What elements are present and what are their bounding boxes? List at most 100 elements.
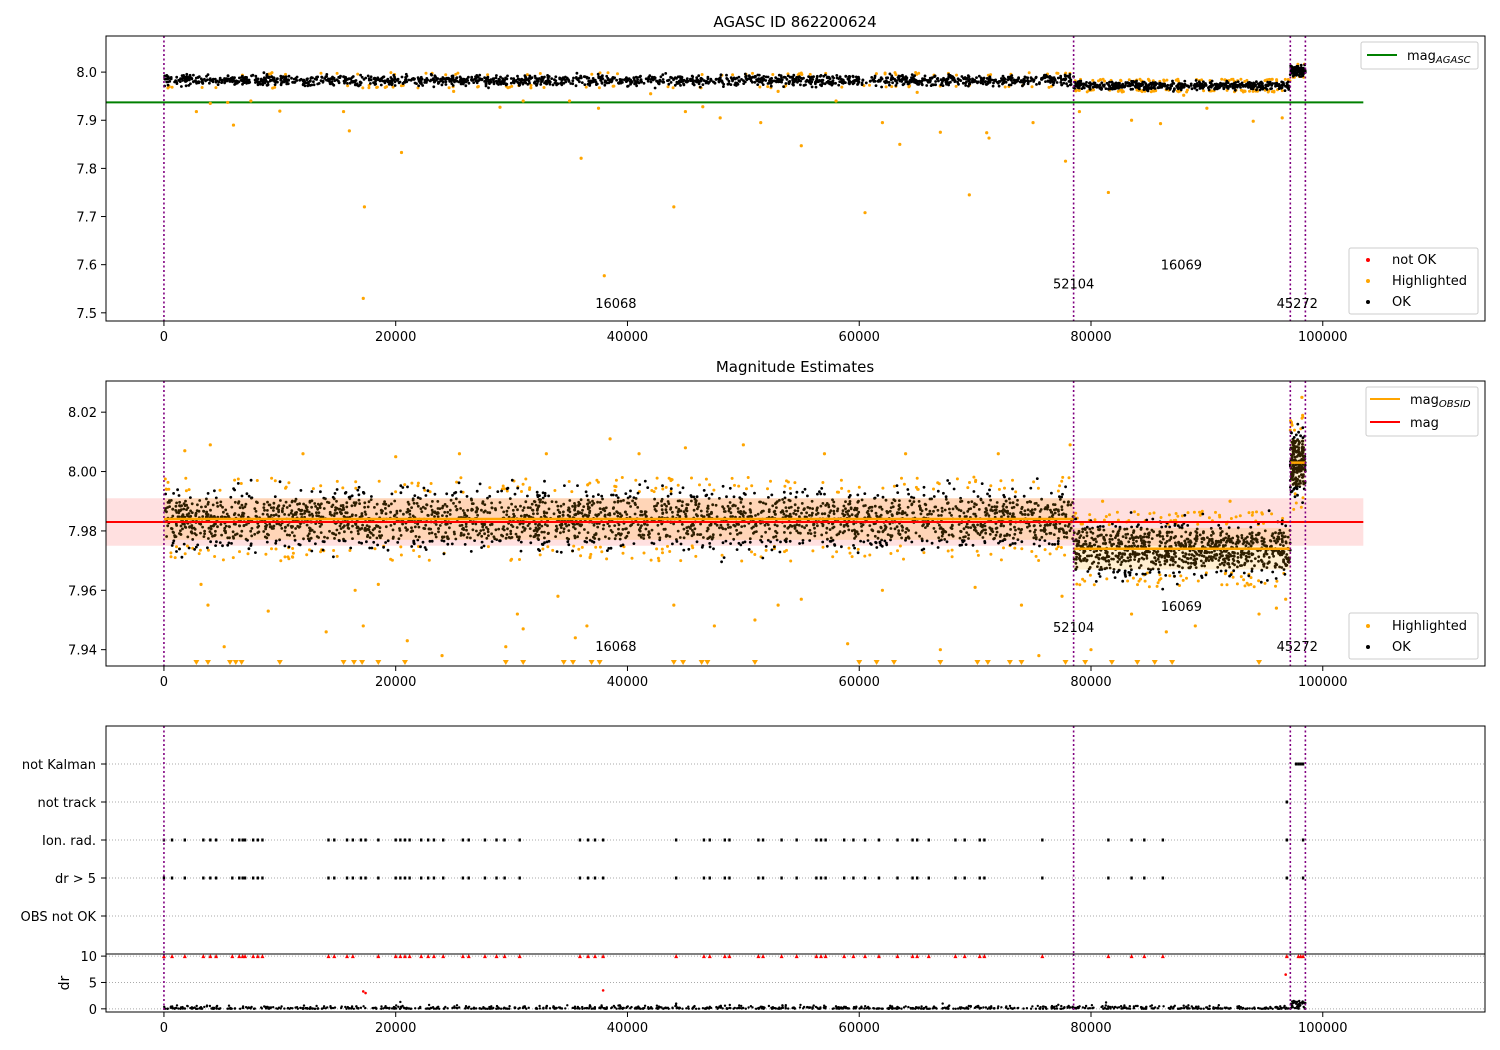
- ok-point: [583, 83, 587, 86]
- highlighted-point: [1299, 505, 1303, 509]
- ok-point: [706, 75, 710, 79]
- ok-point: [440, 83, 444, 87]
- ok-point: [848, 494, 852, 497]
- ok-point: [697, 82, 701, 86]
- ok-point: [748, 540, 752, 544]
- ok-point: [1076, 80, 1080, 84]
- highlighted-point: [889, 552, 893, 555]
- ok-point: [722, 82, 726, 86]
- ok-point: [774, 76, 778, 79]
- highlighted-point: [1174, 512, 1178, 515]
- highlighted-point: [361, 296, 365, 300]
- highlighted-point: [892, 484, 896, 488]
- highlighted-point: [613, 484, 617, 488]
- ok-point: [401, 486, 405, 489]
- highlighted-point: [612, 84, 616, 88]
- ok-point: [188, 78, 191, 82]
- ok-point: [596, 72, 600, 76]
- ok-point: [452, 78, 455, 82]
- highlighted-point: [1116, 518, 1120, 522]
- ok-point: [273, 83, 277, 86]
- highlighted-point: [529, 86, 533, 90]
- ok-point: [1264, 84, 1267, 87]
- ok-point: [809, 532, 813, 535]
- ok-point: [1204, 83, 1208, 87]
- ok-point: [412, 77, 415, 80]
- ok-point: [844, 75, 848, 78]
- ok-point: [977, 80, 980, 84]
- highlighted-point: [367, 86, 371, 90]
- ok-point: [1010, 76, 1014, 80]
- ok-point: [1123, 85, 1127, 89]
- ok-point: [1147, 87, 1151, 90]
- ok-point: [218, 541, 222, 544]
- ok-point: [811, 78, 815, 81]
- highlighted-point: [236, 477, 240, 481]
- ok-point: [404, 76, 407, 79]
- ok-point: [209, 508, 212, 512]
- ok-point: [904, 75, 908, 78]
- highlighted-point: [1257, 579, 1261, 583]
- panel1-title: AGASC ID 862200624: [713, 13, 876, 31]
- highlighted-point: [1115, 510, 1119, 514]
- ok-point: [1297, 70, 1301, 73]
- ok-point: [1135, 79, 1138, 83]
- ok-point: [829, 80, 832, 84]
- ok-point: [769, 540, 772, 544]
- ok-point: [470, 75, 474, 79]
- ok-point: [1136, 85, 1139, 89]
- ok-point: [604, 506, 608, 510]
- ok-point: [346, 82, 349, 85]
- ok-point: [433, 74, 437, 78]
- highlighted-point: [596, 480, 600, 484]
- highlighted-point: [831, 555, 835, 559]
- ok-point: [478, 73, 482, 77]
- ok-point: [743, 540, 747, 544]
- ok-point: [1279, 86, 1283, 90]
- ok-point: [1098, 83, 1102, 87]
- ok-point: [761, 79, 765, 82]
- ok-point: [975, 76, 978, 79]
- highlighted-point: [1059, 546, 1063, 549]
- highlighted-point: [666, 85, 670, 89]
- ok-point: [543, 479, 546, 483]
- highlighted-point: [1014, 490, 1018, 494]
- ok-point: [360, 75, 364, 79]
- ok-point: [381, 75, 385, 79]
- highlighted-point: [1027, 71, 1031, 75]
- highlighted-point: [1119, 78, 1123, 82]
- highlighted-point: [521, 99, 525, 103]
- ok-point: [771, 504, 775, 508]
- ok-point: [1127, 84, 1131, 88]
- ok-point: [1022, 78, 1026, 82]
- ok-point: [888, 72, 892, 76]
- ok-point: [861, 79, 865, 82]
- highlighted-point: [1097, 79, 1100, 83]
- highlighted-point: [950, 555, 954, 559]
- highlighted-point: [708, 483, 712, 487]
- ok-point: [860, 83, 864, 86]
- ok-point: [945, 79, 949, 83]
- highlighted-point: [759, 121, 763, 125]
- highlighted-point: [1093, 518, 1097, 522]
- highlighted-point: [634, 478, 638, 482]
- highlighted-point: [835, 550, 839, 554]
- ok-point: [185, 72, 189, 76]
- highlighted-point: [1043, 548, 1047, 552]
- highlighted-point: [1083, 579, 1087, 583]
- highlighted-point: [1280, 89, 1284, 93]
- highlighted-point: [907, 85, 911, 89]
- ok-point: [670, 76, 673, 80]
- highlighted-point: [1056, 545, 1060, 549]
- highlighted-point: [788, 486, 792, 490]
- ok-point: [317, 82, 321, 85]
- highlighted-point: [666, 544, 669, 548]
- ok-point: [722, 556, 726, 559]
- x-tick-label: 40000: [607, 330, 648, 345]
- ok-point: [666, 494, 670, 498]
- ok-point: [180, 85, 183, 88]
- ok-point: [628, 495, 632, 498]
- highlighted-point: [661, 487, 665, 491]
- highlighted-point: [1030, 85, 1034, 89]
